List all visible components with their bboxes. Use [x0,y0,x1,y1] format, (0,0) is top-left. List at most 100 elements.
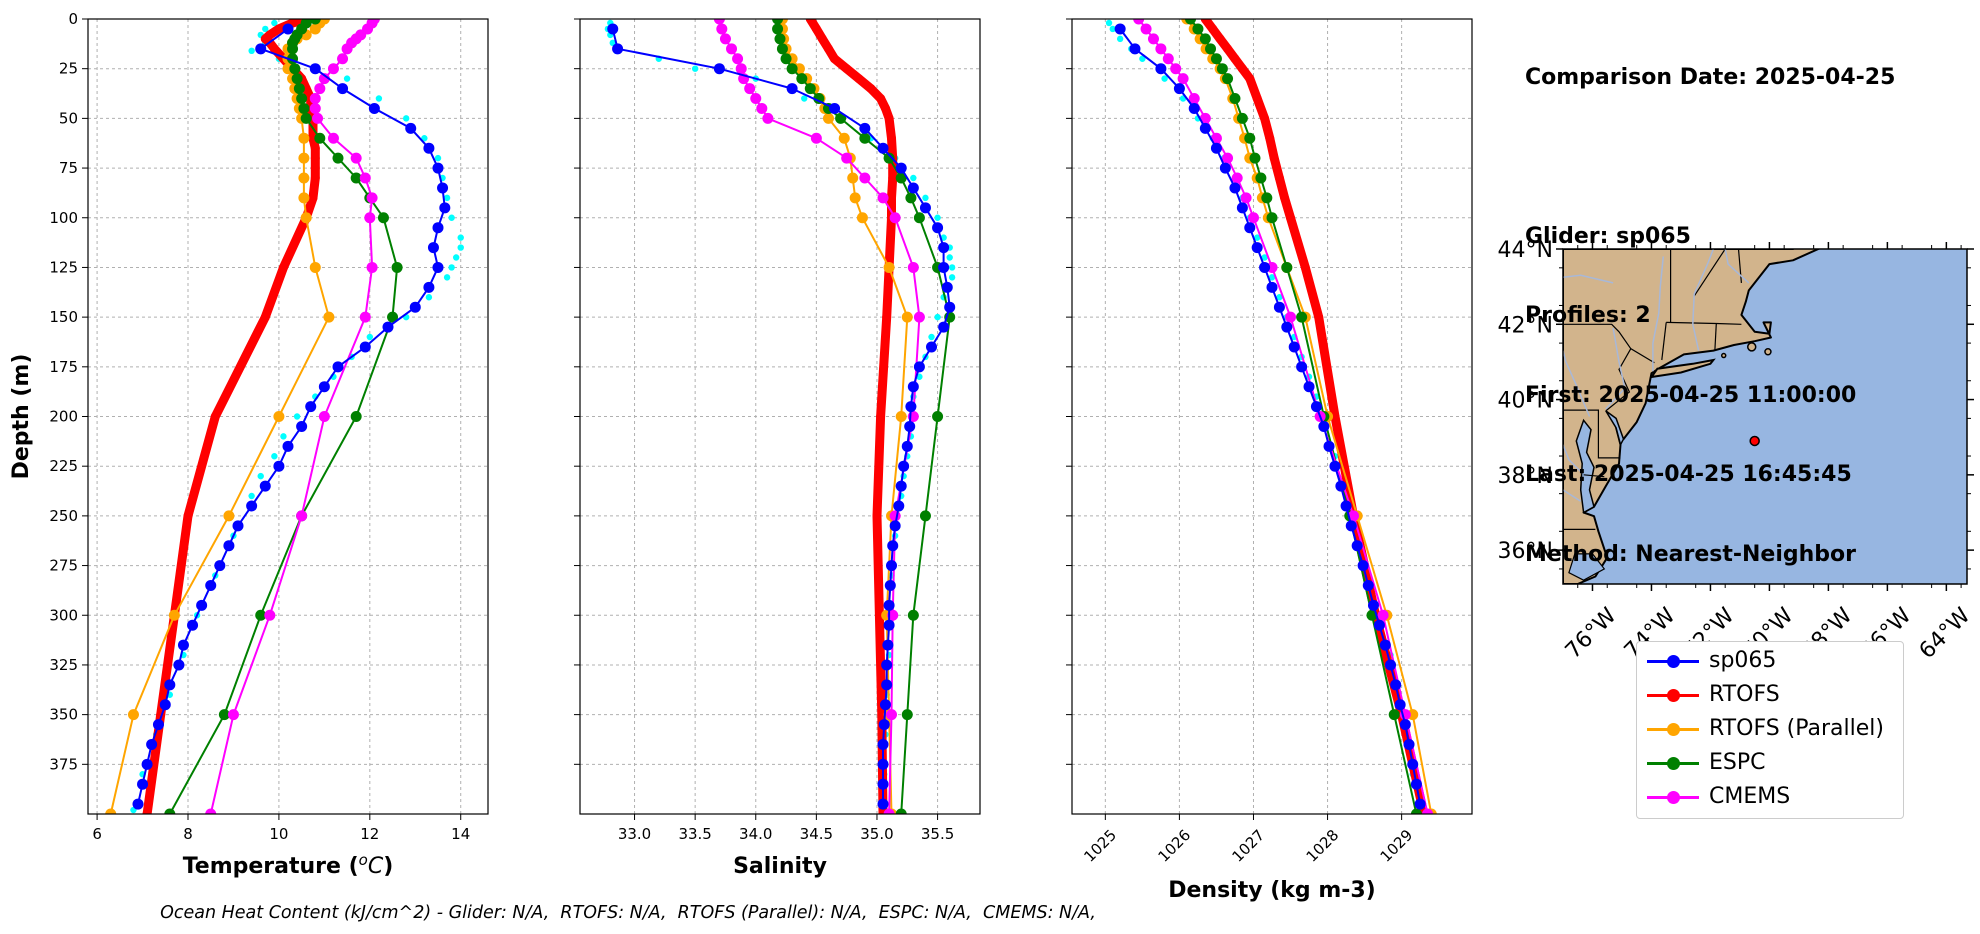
series-point-sp065 [423,281,435,293]
legend: sp065 RTOFS RTOFS (Parallel) ESPC CMEMS [1636,641,1904,819]
glider-raw-point [948,274,956,281]
series-point-sp065 [1288,341,1300,353]
series-point-cmems [744,83,756,95]
x-axis-label-unit: C [368,854,384,879]
series-line-sp065 [137,27,446,806]
x-tick-label: 10 [269,825,288,843]
x-tick-label: 12 [360,825,379,843]
series-point-sp065 [1390,679,1402,691]
series-point-sp065 [1229,182,1241,194]
glider-raw-point [934,313,941,321]
series-point-sp065 [318,381,330,393]
x-axis-label-text: Temperature ( [183,854,359,879]
series-point-sp065 [382,321,394,333]
series-point-sp065 [1367,599,1379,611]
series-point-rtofs-parallel [309,261,321,273]
x-axis-label-close: ) [383,854,393,879]
series-point-cmems [841,152,853,164]
series-point-sp065 [895,162,907,174]
series-point-rtofs-parallel [127,709,139,721]
y-tick-label: 375 [49,755,78,773]
series-point-sp065 [1173,83,1185,95]
series-point-rtofs [811,24,821,34]
series-point-sp065 [177,639,189,651]
series-point-sp065 [273,460,285,472]
series-point-rtofs [1215,34,1225,44]
series-point-cmems [1247,212,1259,224]
state-border [1661,322,1667,361]
series-point-espc [1205,43,1217,55]
series-point-sp065 [1266,281,1278,293]
series-point-espc [780,53,792,65]
series-point-espc [776,43,788,55]
series-point-rtofs [1269,153,1279,163]
y-tick-label: 175 [49,358,78,376]
series-point-sp065 [907,182,919,194]
series-point-rtofs [278,262,288,272]
series-point-cmems [364,212,376,224]
glider-raw-point [928,333,935,341]
series-point-cmems [350,152,362,164]
glider-raw-point [448,264,455,271]
series-point-espc [901,709,913,721]
legend-marker-rtofs [1667,689,1680,702]
glider-raw-point [293,413,301,420]
series-point-espc [804,83,816,95]
series-point-espc [772,19,784,25]
series-point-sp065 [1129,43,1141,55]
series-point-sp065 [246,500,258,512]
series-point-sp065 [1394,699,1406,711]
series-point-cmems [312,112,324,124]
state-border [1737,249,1742,283]
x-tick-label: 35.5 [921,825,954,843]
glider-raw-point [248,492,255,500]
series-point-cmems [1177,73,1189,85]
info-panel: Comparison Date: 2025-04-25 Glider: sp06… [1525,12,1895,595]
river [1563,444,1583,474]
series-point-espc [300,112,312,124]
series-point-sp065 [1329,460,1341,472]
series-point-cmems [1170,63,1182,75]
x-tick-label: 35.0 [860,825,893,843]
river [1563,489,1582,502]
series-point-espc [1261,192,1273,204]
glider-raw-point [452,254,460,261]
series-point-espc [314,132,326,144]
last-time: Last: 2025-04-25 16:45:45 [1525,462,1852,487]
state-border [1693,249,1726,297]
series-point-rtofs-parallel [901,311,913,323]
series-point-espc [289,63,301,75]
y-tick-label: 275 [49,557,78,575]
state-border [1563,409,1621,459]
x-tick-label: 1025 [1080,826,1120,866]
x-tick-label: 34.5 [800,825,833,843]
series-point-espc [1296,311,1308,323]
glider-raw-point [1116,35,1124,43]
glider-raw-point [443,194,451,202]
series-point-sp065 [137,778,149,790]
series-point-rtofs [1237,64,1247,74]
series-point-sp065 [913,361,925,373]
series-point-rtofs-parallel [223,510,235,522]
series-point-rtofs-parallel [298,172,310,184]
series-point-sp065 [944,301,956,313]
panel-frame [87,18,489,815]
series-point-sp065 [164,679,176,691]
series-point-sp065 [223,540,235,552]
series-point-sp065 [932,222,944,234]
series-point-sp065 [901,440,913,452]
series-point-sp065 [146,738,158,750]
series-point-rtofs [1252,94,1262,103]
series-point-sp065 [877,778,889,790]
profile-count: Profiles: 2 [1525,303,1651,328]
series-point-sp065 [432,261,444,273]
series-point-rtofs-parallel [822,112,834,124]
series-point-espc [1244,132,1256,144]
y-tick-label: 300 [49,606,78,624]
series-point-cmems [309,102,321,114]
glider-raw-point [280,433,287,440]
series-point-sp065 [1259,261,1271,273]
series-point-cmems [810,132,822,144]
legend-marker-rtofs-parallel [1667,723,1680,736]
